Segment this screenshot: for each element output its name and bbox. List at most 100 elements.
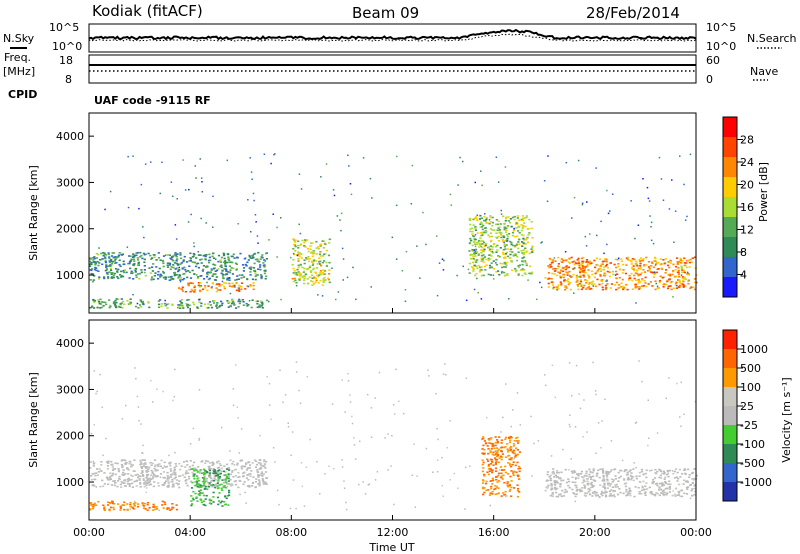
echo-pixel xyxy=(481,234,484,237)
echo-speck xyxy=(324,473,326,475)
echo-pixel xyxy=(666,279,669,282)
echo-pixel xyxy=(198,301,201,303)
echo-speck xyxy=(182,159,184,161)
echo-speck xyxy=(638,360,640,362)
echo-pixel xyxy=(468,272,471,274)
echo-pixel xyxy=(520,229,523,232)
echo-speck xyxy=(188,188,190,191)
echo-pixel xyxy=(169,470,173,472)
echo-pixel xyxy=(479,237,482,239)
echo-speck xyxy=(331,403,334,405)
echo-pixel xyxy=(217,503,220,506)
echo-speck xyxy=(255,221,257,223)
echo-pixel xyxy=(480,252,483,254)
echo-pixel xyxy=(174,271,177,274)
echo-pixel xyxy=(166,507,169,509)
echo-speck xyxy=(667,472,669,475)
echo-pixel xyxy=(669,281,672,284)
echo-pixel xyxy=(606,487,609,489)
echo-pixel xyxy=(328,261,331,264)
echo-pixel xyxy=(574,477,577,479)
echo-pixel xyxy=(174,474,177,476)
echo-pixel xyxy=(229,459,232,462)
echo-pixel xyxy=(472,261,475,264)
echo-pixel xyxy=(235,483,238,486)
echo-pixel xyxy=(497,448,500,451)
echo-pixel xyxy=(221,270,224,272)
echo-speck xyxy=(575,478,577,480)
echo-pixel xyxy=(175,274,178,276)
echo-speck xyxy=(621,459,624,462)
echo-speck xyxy=(457,184,459,186)
echo-pixel xyxy=(635,260,638,263)
echo-pixel xyxy=(656,470,659,473)
echo-pixel xyxy=(490,437,493,439)
echo-pixel xyxy=(215,483,218,486)
echo-pixel xyxy=(613,495,616,498)
echo-pixel xyxy=(136,473,139,476)
echo-pixel xyxy=(317,282,320,284)
echo-speck xyxy=(274,153,276,155)
echo-pixel xyxy=(640,470,644,473)
echo-pixel xyxy=(483,440,486,442)
echo-pixel xyxy=(132,264,135,267)
echo-pixel xyxy=(203,303,207,306)
echo-pixel xyxy=(598,258,602,260)
echo-pixel xyxy=(659,488,662,491)
echo-pixel xyxy=(566,267,569,269)
echo-pixel xyxy=(516,440,519,442)
echo-pixel xyxy=(197,282,200,284)
echo-speck xyxy=(237,417,239,419)
echo-pixel xyxy=(492,260,495,262)
echo-pixel xyxy=(547,265,550,267)
echo-pixel xyxy=(509,253,512,256)
echo-pixel xyxy=(175,260,178,262)
echo-pixel xyxy=(157,465,160,468)
echo-pixel xyxy=(564,271,568,273)
echo-pixel xyxy=(668,266,671,269)
echo-pixel xyxy=(265,252,268,255)
echo-pixel xyxy=(581,266,585,269)
echo-pixel xyxy=(89,263,92,266)
echo-pixel xyxy=(629,469,632,471)
echo-pixel xyxy=(149,272,152,274)
echo-speck xyxy=(343,480,345,482)
echo-pixel xyxy=(232,285,235,288)
echo-speck xyxy=(436,294,439,297)
echo-pixel xyxy=(485,480,488,483)
echo-speck xyxy=(358,483,360,486)
echo-pixel xyxy=(505,436,508,439)
echo-pixel xyxy=(651,262,654,265)
echo-pixel xyxy=(645,476,648,479)
echo-pixel xyxy=(562,495,565,497)
echo-pixel xyxy=(488,442,491,444)
echo-speck xyxy=(295,371,298,373)
colorbar-tick-label: 24 xyxy=(740,156,754,169)
echo-pixel xyxy=(633,277,636,280)
echo-pixel xyxy=(142,465,145,467)
echo-pixel xyxy=(193,286,196,289)
echo-pixel xyxy=(249,285,252,288)
echo-pixel xyxy=(110,273,113,275)
echo-pixel xyxy=(263,272,266,275)
echo-pixel xyxy=(151,477,154,480)
echo-speck xyxy=(565,161,568,164)
echo-pixel xyxy=(235,278,238,281)
echo-pixel xyxy=(490,448,493,450)
echo-pixel xyxy=(319,279,322,282)
echo-pixel xyxy=(588,277,591,279)
echo-pixel xyxy=(103,483,106,485)
echo-pixel xyxy=(184,466,187,468)
echo-pixel xyxy=(481,486,485,489)
echo-pixel xyxy=(580,473,583,475)
echo-pixel xyxy=(503,271,506,274)
echo-pixel xyxy=(525,238,528,241)
echo-pixel xyxy=(264,467,267,469)
echo-pixel xyxy=(488,494,491,496)
echo-speck xyxy=(350,193,353,196)
echo-speck xyxy=(138,419,140,422)
echo-speck xyxy=(374,479,377,481)
echo-pixel xyxy=(191,269,194,272)
echo-pixel xyxy=(252,256,255,259)
echo-pixel xyxy=(585,472,588,475)
